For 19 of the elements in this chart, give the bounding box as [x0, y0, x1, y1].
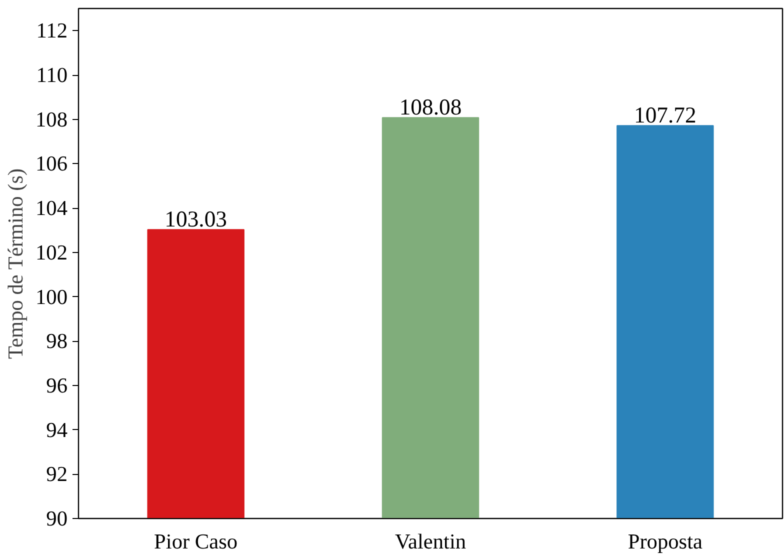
y-axis-title: Tempo de Término (s) [4, 168, 28, 359]
y-tick-label: 98 [46, 329, 68, 354]
y-tick-label: 112 [36, 18, 68, 43]
y-tick-label: 100 [36, 284, 68, 309]
y-tick-label: 108 [36, 107, 68, 132]
y-tick-label: 90 [46, 506, 68, 530]
x-tick-label: Proposta [628, 530, 704, 554]
y-tick-label: 104 [36, 196, 68, 220]
x-tick-label: Valentin [394, 530, 466, 554]
y-tick-label: 106 [36, 152, 68, 176]
data-label: 107.72 [634, 102, 696, 128]
data-label: 103.03 [164, 206, 227, 232]
y-tick-label: 96 [46, 373, 68, 398]
y-tick-label: 110 [36, 63, 68, 88]
data-label: 108.08 [399, 94, 462, 120]
y-tick-label: 94 [46, 418, 68, 442]
y-tick-label: 92 [46, 462, 68, 486]
y-tick-label: 102 [36, 240, 68, 264]
x-tick-label: Pior Caso [154, 530, 238, 554]
